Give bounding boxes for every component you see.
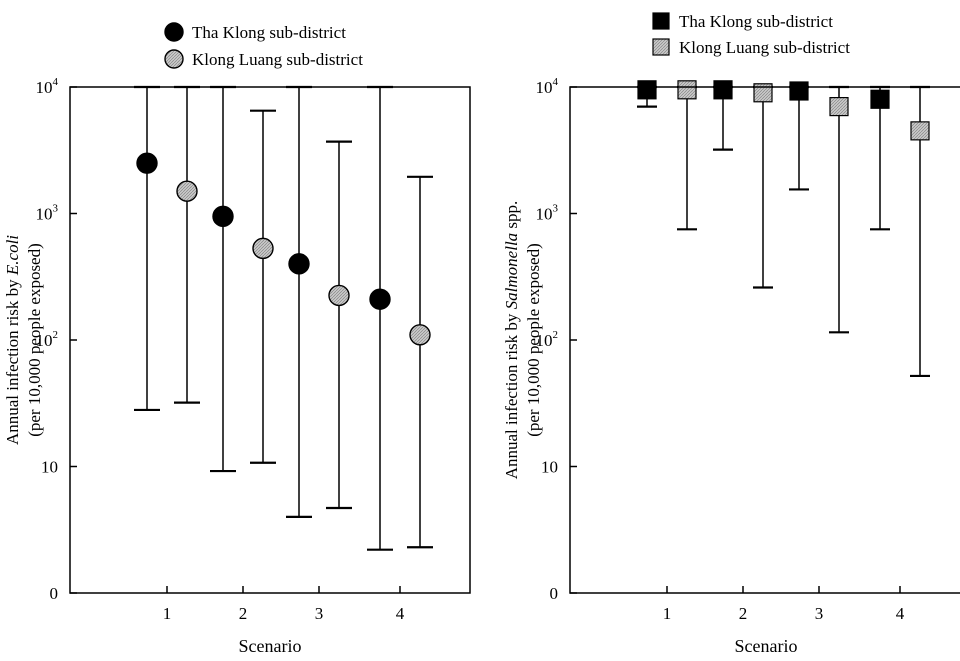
x-tick-label: 3	[815, 604, 824, 623]
legend-label: Tha Klong sub-district	[192, 23, 346, 42]
y-tick-label: 0	[50, 584, 59, 603]
y-axis-label: Annual infection risk by Salmonella spp.	[502, 201, 521, 480]
legend-label: Klong Luang sub-district	[192, 50, 363, 69]
legend-label: Klong Luang sub-district	[679, 38, 850, 57]
data-point	[789, 81, 809, 101]
data-point	[328, 284, 350, 307]
x-tick-label: 1	[163, 604, 172, 623]
y-tick-label: 0	[550, 584, 559, 603]
y-axis-label-line2: (per 10,000 people exposed)	[524, 243, 543, 437]
legend-label: Tha Klong sub-district	[679, 12, 833, 31]
data-point	[677, 80, 697, 100]
data-point	[870, 89, 890, 109]
x-tick-label: 2	[739, 604, 748, 623]
data-point	[252, 237, 274, 260]
data-point	[713, 80, 733, 100]
y-tick-label: 103	[36, 203, 59, 224]
legend-marker	[164, 49, 184, 69]
y-tick-label: 104	[536, 76, 559, 97]
data-point	[910, 121, 930, 141]
x-axis-label: Scenario	[735, 636, 798, 656]
x-tick-label: 2	[239, 604, 248, 623]
y-tick-label: 102	[36, 329, 59, 350]
data-point	[136, 152, 158, 174]
x-tick-label: 3	[315, 604, 324, 623]
y-tick-label: 10	[41, 458, 58, 477]
data-point	[176, 180, 198, 202]
y-tick-label: 103	[536, 203, 559, 224]
x-axis-label: Scenario	[239, 636, 302, 656]
x-tick-label: 4	[396, 604, 405, 623]
legend-marker	[164, 22, 184, 42]
y-tick-label: 10	[541, 458, 558, 477]
data-point	[829, 96, 849, 117]
x-tick-label: 1	[663, 604, 672, 623]
data-point	[409, 324, 431, 346]
y-tick-label: 102	[536, 329, 559, 350]
plot-frame	[69, 86, 471, 594]
y-tick-label: 104	[36, 76, 59, 97]
data-point	[288, 253, 310, 275]
data-point	[212, 205, 234, 228]
y-axis-label-line2: (per 10,000 people exposed)	[25, 243, 44, 437]
legend-marker	[652, 12, 670, 30]
salmonella-chart: 0 10 102 103 104 1 2 3 4 Tha Klong sub-district Kl…	[502, 12, 960, 656]
y-axis-label: Annual infection risk by E.coli	[3, 235, 22, 445]
data-point	[753, 83, 773, 103]
legend-marker	[652, 38, 670, 56]
x-tick-label: 4	[896, 604, 905, 623]
plot-frame	[569, 86, 960, 594]
ecoli-chart: 0 10 102 103 104 1 2 3 4 Tha Klong sub-district Kl…	[3, 22, 471, 656]
data-point	[369, 288, 391, 310]
data-point	[637, 80, 657, 100]
